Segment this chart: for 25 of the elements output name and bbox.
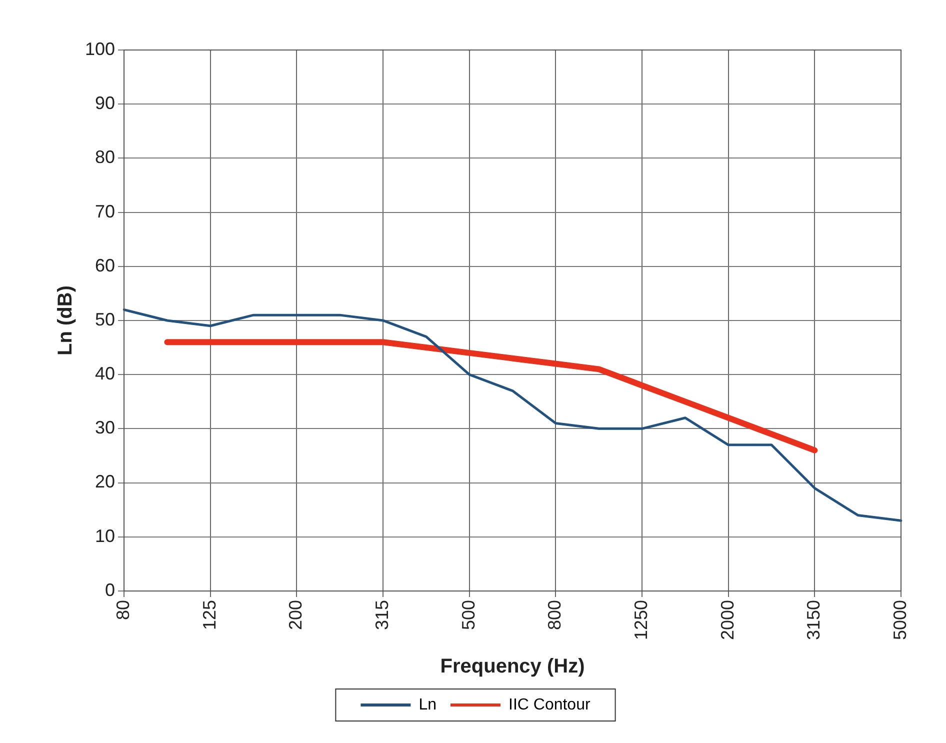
x-tick-label: 1250 (630, 600, 651, 640)
y-tick-label: 10 (95, 526, 116, 546)
y-tick-label: 20 (95, 472, 116, 492)
y-tick-label: 70 (95, 201, 116, 222)
x-axis-title: Frequency (Hz) (440, 656, 585, 678)
x-tick-label: 3150 (804, 600, 824, 640)
x-tick-label: 125 (199, 600, 220, 630)
x-tick-label: 5000 (890, 600, 910, 640)
y-tick-label: 80 (95, 147, 116, 168)
x-tick-label: 800 (544, 600, 565, 630)
y-tick-label: 40 (95, 364, 116, 384)
y-axis-title: Ln (dB) (54, 285, 77, 356)
x-tick-label: 200 (286, 600, 306, 630)
y-tick-label: 90 (95, 93, 116, 114)
y-tick-label: 50 (95, 309, 116, 330)
y-tick-label: 60 (95, 255, 116, 276)
x-tick-label: 500 (458, 600, 478, 630)
x-tick-label: 80 (113, 600, 133, 620)
legend-label: IIC Contour (508, 696, 591, 714)
y-tick-label: 0 (105, 580, 116, 600)
legend-label: Ln (418, 696, 436, 714)
y-tick-label: 30 (95, 418, 116, 438)
x-tick-label: 2000 (717, 600, 738, 640)
x-tick-label: 315 (372, 600, 392, 630)
y-tick-label: 100 (84, 38, 116, 59)
